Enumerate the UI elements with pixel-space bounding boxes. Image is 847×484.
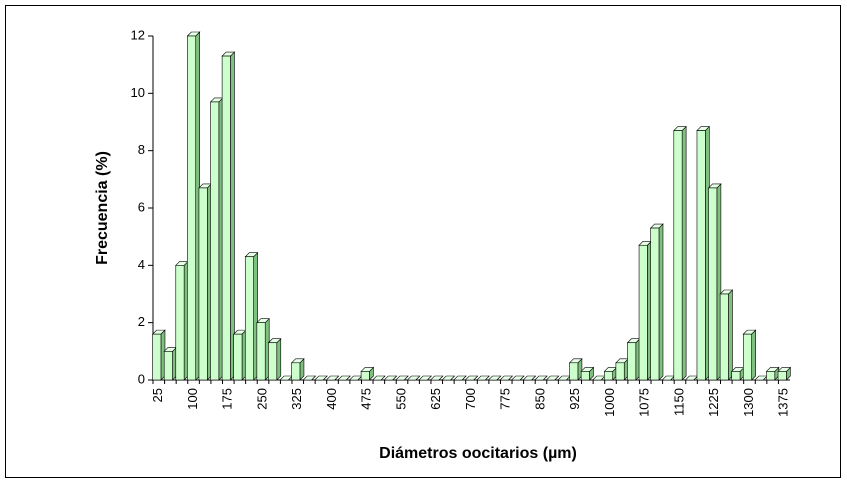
- x-tick-label: 25: [150, 388, 165, 402]
- bar-top: [522, 375, 537, 381]
- bar-top: [510, 375, 525, 381]
- y-tick-label: 6: [138, 199, 145, 214]
- x-tick-label: 625: [428, 388, 443, 410]
- bar: [163, 351, 173, 381]
- x-tick-label: 1075: [637, 388, 652, 417]
- bar-top: [314, 375, 328, 381]
- y-axis-title: Frecuencia (%): [94, 151, 111, 265]
- x-tick-label: 1000: [602, 388, 617, 417]
- bar: [673, 130, 683, 381]
- bar: [187, 35, 197, 381]
- bar: [742, 333, 752, 381]
- bar-top: [545, 375, 560, 381]
- bar-top: [406, 375, 421, 381]
- bar: [221, 55, 231, 381]
- bar: [256, 322, 266, 381]
- bar: [777, 371, 787, 381]
- bar-depth: [728, 289, 733, 381]
- bar: [152, 333, 162, 381]
- bar: [638, 244, 648, 381]
- bar: [244, 256, 254, 381]
- bar-top: [534, 375, 548, 381]
- bar-top: [453, 375, 467, 381]
- bar-top: [383, 375, 398, 381]
- bar: [627, 342, 637, 381]
- bar: [708, 187, 718, 381]
- bar: [268, 342, 278, 381]
- bar: [233, 333, 243, 381]
- bar: [650, 227, 660, 381]
- x-tick-label: 250: [254, 388, 269, 410]
- x-tick-label: 400: [324, 388, 339, 410]
- x-tick-label: 850: [532, 388, 547, 410]
- y-tick-label: 4: [138, 257, 145, 272]
- y-tick-label: 8: [138, 142, 145, 157]
- x-tick-label: 100: [185, 388, 200, 410]
- bar: [175, 265, 185, 381]
- y-tick-label: 10: [131, 85, 145, 100]
- x-tick-label: 700: [463, 388, 478, 410]
- bar-depth: [276, 338, 282, 381]
- bar-depth: [681, 125, 687, 381]
- bar-top: [476, 375, 490, 381]
- bar: [696, 130, 706, 381]
- bar: [719, 293, 729, 381]
- bar-depth: [230, 51, 235, 381]
- y-tick-label: 0: [138, 371, 145, 386]
- x-tick-label: 1375: [776, 388, 791, 417]
- bar: [291, 362, 301, 381]
- bar: [604, 371, 613, 381]
- bar: [210, 101, 220, 381]
- bar-top: [371, 375, 386, 381]
- bar: [766, 371, 776, 381]
- x-tick-label: 1300: [741, 388, 756, 417]
- x-tick-label: 325: [289, 388, 304, 410]
- x-tick-label: 550: [393, 388, 408, 410]
- bar-top: [395, 375, 409, 381]
- x-tick-label: 475: [359, 388, 374, 410]
- bar-top: [464, 375, 479, 381]
- bar: [731, 371, 741, 381]
- bar: [580, 371, 590, 381]
- x-tick-label: 925: [567, 388, 582, 410]
- bar-top: [499, 375, 514, 381]
- bar-top: [487, 375, 502, 381]
- x-tick-label: 1225: [706, 388, 721, 417]
- x-axis-title: Diámetros oocitarios (µm): [379, 445, 577, 462]
- bar-top: [441, 375, 456, 381]
- bar-top: [429, 375, 444, 381]
- bar: [569, 362, 579, 381]
- bar: [615, 362, 625, 381]
- bar-depth: [751, 329, 756, 381]
- bar: [198, 187, 208, 381]
- x-tick-label: 175: [220, 388, 235, 410]
- bar-depth: [658, 223, 664, 381]
- x-tick-label: 775: [498, 388, 513, 410]
- bar-top: [418, 375, 433, 381]
- y-tick-label: 12: [131, 27, 145, 42]
- y-tick-label: 2: [138, 314, 145, 329]
- bar-top: [337, 375, 351, 381]
- x-tick-label: 1150: [671, 388, 686, 416]
- bar: [360, 371, 370, 381]
- bar-top: [302, 375, 317, 381]
- bar-top: [325, 375, 340, 381]
